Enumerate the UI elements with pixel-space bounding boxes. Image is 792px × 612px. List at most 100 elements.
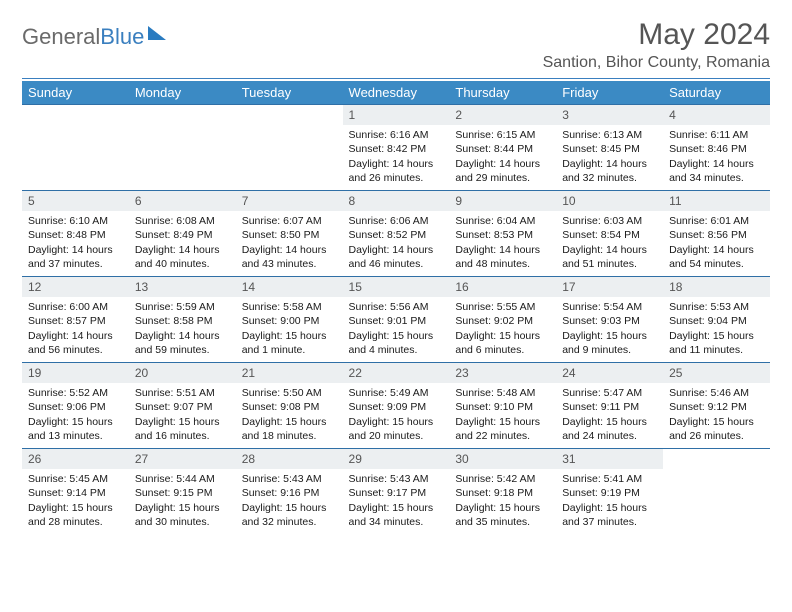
day-number: 23 [449, 363, 556, 383]
day-number: 7 [236, 191, 343, 211]
calendar-day-cell: 10Sunrise: 6:03 AMSunset: 8:54 PMDayligh… [556, 191, 663, 277]
calendar-empty-cell [129, 105, 236, 191]
day-number: 9 [449, 191, 556, 211]
day-details: Sunrise: 6:04 AMSunset: 8:53 PMDaylight:… [449, 211, 556, 275]
calendar-day-cell: 27Sunrise: 5:44 AMSunset: 9:15 PMDayligh… [129, 449, 236, 535]
location-subtitle: Santion, Bihor County, Romania [543, 54, 770, 72]
day-number: 25 [663, 363, 770, 383]
calendar-day-cell: 20Sunrise: 5:51 AMSunset: 9:07 PMDayligh… [129, 363, 236, 449]
header: GeneralBlue May 2024 Santion, Bihor Coun… [22, 18, 770, 72]
calendar-day-cell: 23Sunrise: 5:48 AMSunset: 9:10 PMDayligh… [449, 363, 556, 449]
day-number: 4 [663, 105, 770, 125]
calendar-day-cell: 15Sunrise: 5:56 AMSunset: 9:01 PMDayligh… [343, 277, 450, 363]
day-number: 28 [236, 449, 343, 469]
calendar-day-cell: 6Sunrise: 6:08 AMSunset: 8:49 PMDaylight… [129, 191, 236, 277]
calendar-day-cell: 4Sunrise: 6:11 AMSunset: 8:46 PMDaylight… [663, 105, 770, 191]
calendar-table: SundayMondayTuesdayWednesdayThursdayFrid… [22, 81, 770, 535]
day-number: 13 [129, 277, 236, 297]
day-details: Sunrise: 5:43 AMSunset: 9:17 PMDaylight:… [343, 469, 450, 533]
calendar-day-cell: 5Sunrise: 6:10 AMSunset: 8:48 PMDaylight… [22, 191, 129, 277]
day-details: Sunrise: 6:06 AMSunset: 8:52 PMDaylight:… [343, 211, 450, 275]
day-number: 3 [556, 105, 663, 125]
calendar-day-cell: 25Sunrise: 5:46 AMSunset: 9:12 PMDayligh… [663, 363, 770, 449]
day-number: 26 [22, 449, 129, 469]
logo-triangle-icon [148, 26, 166, 40]
calendar-day-cell: 11Sunrise: 6:01 AMSunset: 8:56 PMDayligh… [663, 191, 770, 277]
calendar-day-cell: 12Sunrise: 6:00 AMSunset: 8:57 PMDayligh… [22, 277, 129, 363]
day-number: 20 [129, 363, 236, 383]
day-details: Sunrise: 6:10 AMSunset: 8:48 PMDaylight:… [22, 211, 129, 275]
day-number: 19 [22, 363, 129, 383]
day-details: Sunrise: 5:53 AMSunset: 9:04 PMDaylight:… [663, 297, 770, 361]
day-number: 30 [449, 449, 556, 469]
calendar-day-cell: 21Sunrise: 5:50 AMSunset: 9:08 PMDayligh… [236, 363, 343, 449]
calendar-day-cell: 2Sunrise: 6:15 AMSunset: 8:44 PMDaylight… [449, 105, 556, 191]
day-details: Sunrise: 5:42 AMSunset: 9:18 PMDaylight:… [449, 469, 556, 533]
day-number: 29 [343, 449, 450, 469]
day-details: Sunrise: 6:03 AMSunset: 8:54 PMDaylight:… [556, 211, 663, 275]
day-details: Sunrise: 5:52 AMSunset: 9:06 PMDaylight:… [22, 383, 129, 447]
calendar-empty-cell [236, 105, 343, 191]
calendar-day-cell: 13Sunrise: 5:59 AMSunset: 8:58 PMDayligh… [129, 277, 236, 363]
day-number: 22 [343, 363, 450, 383]
day-number: 24 [556, 363, 663, 383]
day-details: Sunrise: 5:45 AMSunset: 9:14 PMDaylight:… [22, 469, 129, 533]
calendar-day-cell: 9Sunrise: 6:04 AMSunset: 8:53 PMDaylight… [449, 191, 556, 277]
day-details: Sunrise: 6:15 AMSunset: 8:44 PMDaylight:… [449, 125, 556, 189]
day-details: Sunrise: 5:43 AMSunset: 9:16 PMDaylight:… [236, 469, 343, 533]
weekday-header: Tuesday [236, 81, 343, 105]
day-details: Sunrise: 6:13 AMSunset: 8:45 PMDaylight:… [556, 125, 663, 189]
calendar-week-row: 12Sunrise: 6:00 AMSunset: 8:57 PMDayligh… [22, 277, 770, 363]
day-number: 10 [556, 191, 663, 211]
weekday-header: Saturday [663, 81, 770, 105]
calendar-day-cell: 16Sunrise: 5:55 AMSunset: 9:02 PMDayligh… [449, 277, 556, 363]
day-details: Sunrise: 5:51 AMSunset: 9:07 PMDaylight:… [129, 383, 236, 447]
calendar-day-cell: 31Sunrise: 5:41 AMSunset: 9:19 PMDayligh… [556, 449, 663, 535]
logo-text-blue: Blue [100, 24, 144, 50]
weekday-header: Wednesday [343, 81, 450, 105]
day-details: Sunrise: 5:50 AMSunset: 9:08 PMDaylight:… [236, 383, 343, 447]
day-details: Sunrise: 6:11 AMSunset: 8:46 PMDaylight:… [663, 125, 770, 189]
calendar-day-cell: 24Sunrise: 5:47 AMSunset: 9:11 PMDayligh… [556, 363, 663, 449]
weekday-header: Friday [556, 81, 663, 105]
header-rule [22, 78, 770, 79]
calendar-empty-cell [663, 449, 770, 535]
calendar-header-row: SundayMondayTuesdayWednesdayThursdayFrid… [22, 81, 770, 105]
day-number: 6 [129, 191, 236, 211]
day-number: 31 [556, 449, 663, 469]
title-block: May 2024 Santion, Bihor County, Romania [543, 18, 770, 72]
day-number: 14 [236, 277, 343, 297]
day-number: 12 [22, 277, 129, 297]
calendar-day-cell: 8Sunrise: 6:06 AMSunset: 8:52 PMDaylight… [343, 191, 450, 277]
day-number: 21 [236, 363, 343, 383]
day-details: Sunrise: 6:00 AMSunset: 8:57 PMDaylight:… [22, 297, 129, 361]
calendar-day-cell: 28Sunrise: 5:43 AMSunset: 9:16 PMDayligh… [236, 449, 343, 535]
calendar-day-cell: 17Sunrise: 5:54 AMSunset: 9:03 PMDayligh… [556, 277, 663, 363]
day-details: Sunrise: 5:44 AMSunset: 9:15 PMDaylight:… [129, 469, 236, 533]
day-details: Sunrise: 5:55 AMSunset: 9:02 PMDaylight:… [449, 297, 556, 361]
day-details: Sunrise: 5:41 AMSunset: 9:19 PMDaylight:… [556, 469, 663, 533]
calendar-day-cell: 1Sunrise: 6:16 AMSunset: 8:42 PMDaylight… [343, 105, 450, 191]
weekday-header: Monday [129, 81, 236, 105]
day-number: 16 [449, 277, 556, 297]
calendar-day-cell: 18Sunrise: 5:53 AMSunset: 9:04 PMDayligh… [663, 277, 770, 363]
day-details: Sunrise: 5:59 AMSunset: 8:58 PMDaylight:… [129, 297, 236, 361]
day-number: 15 [343, 277, 450, 297]
calendar-body: 1Sunrise: 6:16 AMSunset: 8:42 PMDaylight… [22, 105, 770, 535]
day-details: Sunrise: 5:54 AMSunset: 9:03 PMDaylight:… [556, 297, 663, 361]
day-details: Sunrise: 5:48 AMSunset: 9:10 PMDaylight:… [449, 383, 556, 447]
calendar-day-cell: 19Sunrise: 5:52 AMSunset: 9:06 PMDayligh… [22, 363, 129, 449]
day-number: 2 [449, 105, 556, 125]
logo: GeneralBlue [22, 18, 166, 50]
day-number: 5 [22, 191, 129, 211]
calendar-week-row: 5Sunrise: 6:10 AMSunset: 8:48 PMDaylight… [22, 191, 770, 277]
day-details: Sunrise: 5:46 AMSunset: 9:12 PMDaylight:… [663, 383, 770, 447]
day-number: 27 [129, 449, 236, 469]
day-details: Sunrise: 6:16 AMSunset: 8:42 PMDaylight:… [343, 125, 450, 189]
day-details: Sunrise: 6:08 AMSunset: 8:49 PMDaylight:… [129, 211, 236, 275]
logo-text-general: General [22, 24, 100, 50]
day-details: Sunrise: 6:01 AMSunset: 8:56 PMDaylight:… [663, 211, 770, 275]
calendar-week-row: 19Sunrise: 5:52 AMSunset: 9:06 PMDayligh… [22, 363, 770, 449]
calendar-day-cell: 7Sunrise: 6:07 AMSunset: 8:50 PMDaylight… [236, 191, 343, 277]
calendar-day-cell: 29Sunrise: 5:43 AMSunset: 9:17 PMDayligh… [343, 449, 450, 535]
